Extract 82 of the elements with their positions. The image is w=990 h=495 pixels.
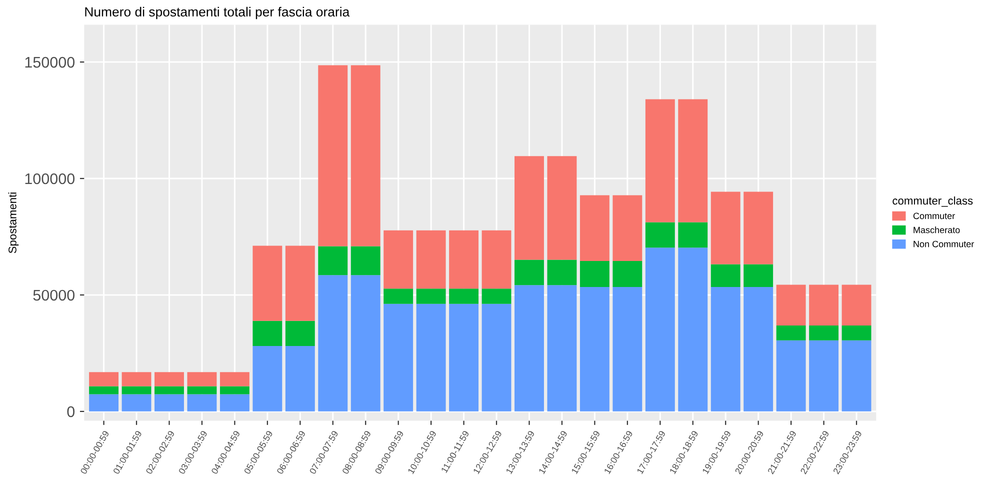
bar xyxy=(645,99,675,222)
bar xyxy=(384,230,414,289)
bar xyxy=(744,192,774,264)
bar xyxy=(809,340,839,412)
bar xyxy=(220,386,250,394)
y-tick-label: 0 xyxy=(67,406,75,418)
bar xyxy=(449,288,479,304)
y-axis-title: Spostamenti xyxy=(8,192,19,254)
bar xyxy=(514,156,544,260)
bar xyxy=(252,320,282,346)
bar xyxy=(776,340,806,412)
bar xyxy=(678,248,708,412)
bar xyxy=(318,275,348,412)
bar xyxy=(384,288,414,304)
bar xyxy=(449,230,479,289)
bar xyxy=(220,372,250,386)
bar xyxy=(482,230,512,289)
bar xyxy=(89,394,119,412)
bar xyxy=(384,304,414,412)
legend-label: Non Commuter xyxy=(914,240,974,248)
bar xyxy=(252,246,282,321)
bar xyxy=(122,394,152,412)
bar xyxy=(842,284,872,326)
bar xyxy=(842,325,872,340)
bar xyxy=(580,195,610,261)
legend-title: commuter_class xyxy=(892,196,973,207)
bar xyxy=(514,285,544,412)
bar xyxy=(744,264,774,288)
bar xyxy=(416,230,446,289)
bar xyxy=(350,275,380,412)
bar xyxy=(220,394,250,412)
bar xyxy=(710,264,740,288)
bar xyxy=(122,386,152,394)
bar xyxy=(482,288,512,304)
bar xyxy=(318,246,348,276)
bar xyxy=(318,65,348,246)
legend-label: Mascherato xyxy=(914,226,960,234)
bar xyxy=(612,195,642,261)
bar xyxy=(122,372,152,386)
bar xyxy=(285,346,315,412)
bar xyxy=(645,248,675,412)
chart-title: Numero di spostamenti totali per fascia oraria xyxy=(85,6,350,20)
bar xyxy=(547,260,577,286)
bar xyxy=(612,287,642,412)
bar xyxy=(252,346,282,412)
bar xyxy=(285,246,315,321)
bar xyxy=(449,304,479,412)
bar xyxy=(187,394,217,412)
bar xyxy=(678,99,708,222)
bar xyxy=(350,246,380,276)
y-tick-label: 150000 xyxy=(25,56,75,68)
bar xyxy=(89,386,119,394)
bar xyxy=(645,222,675,248)
bar xyxy=(776,284,806,326)
bar xyxy=(809,325,839,340)
bar xyxy=(612,260,642,288)
bar xyxy=(482,304,512,412)
y-tick-label: 50000 xyxy=(33,290,75,301)
bar xyxy=(285,320,315,346)
bar xyxy=(350,65,380,246)
bar xyxy=(580,287,610,412)
bar xyxy=(187,372,217,386)
bar xyxy=(154,386,184,394)
bar xyxy=(89,372,119,386)
bar xyxy=(416,288,446,304)
bar xyxy=(547,285,577,412)
bar xyxy=(710,192,740,264)
bar xyxy=(710,287,740,412)
bar xyxy=(809,284,839,326)
bar xyxy=(416,304,446,412)
bar xyxy=(678,222,708,248)
bar xyxy=(744,287,774,412)
bar xyxy=(154,394,184,412)
bar xyxy=(187,386,217,394)
bar xyxy=(580,260,610,288)
bar xyxy=(776,325,806,340)
bar xyxy=(514,260,544,286)
bar xyxy=(547,156,577,260)
bar xyxy=(154,372,184,386)
legend-label: Commuter xyxy=(913,212,955,220)
bar xyxy=(842,340,872,412)
y-tick-label: 100000 xyxy=(25,173,75,184)
